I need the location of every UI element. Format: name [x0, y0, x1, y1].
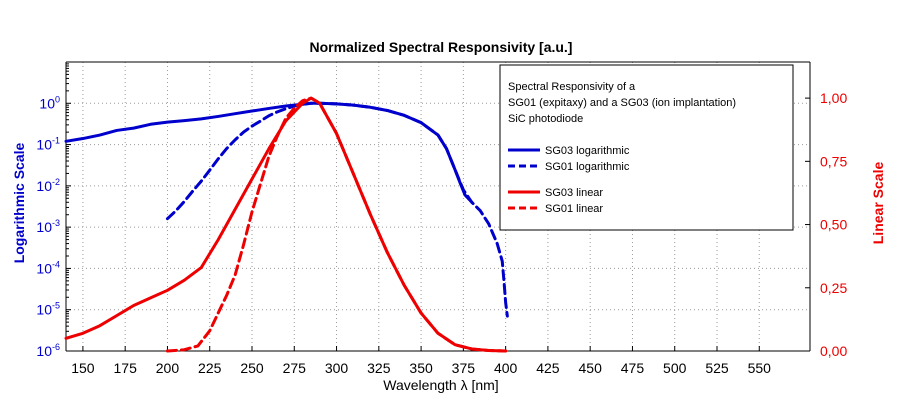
- legend-title-line-1: Spectral Responsivity of a: [508, 81, 636, 93]
- left-tick-base-10e-4: 10: [36, 260, 52, 276]
- x-tick-label-400: 400: [494, 360, 518, 376]
- x-tick-label-300: 300: [325, 360, 349, 376]
- right-tick-label-1-00: 1,00: [820, 90, 847, 106]
- legend-label-sg01-linear: SG01 linear: [545, 203, 603, 215]
- left-tick-exponent-10e-1: -1: [52, 136, 60, 146]
- legend-label-sg03-log: SG03 logarithmic: [545, 145, 630, 157]
- left-tick-base-10e-5: 10: [36, 302, 52, 318]
- x-tick-label-425: 425: [536, 360, 560, 376]
- legend-title-line-3: SiC photodiode: [508, 113, 583, 125]
- left-tick-base-10e-3: 10: [36, 219, 52, 235]
- x-ticks: 150 175 200 225 250 275 300 325 350 375 400 425 450 4…: [71, 346, 771, 376]
- left-tick-exponent-10e-5: -5: [52, 301, 60, 311]
- x-tick-label-250: 250: [240, 360, 264, 376]
- legend-box: [499, 64, 794, 231]
- left-tick-exponent-10e-2: -2: [52, 177, 60, 187]
- legend: Spectral Responsivity of a SG01 (expitax…: [499, 64, 794, 231]
- x-tick-label-350: 350: [409, 360, 433, 376]
- x-tick-label-500: 500: [663, 360, 687, 376]
- left-tick-base-10e-2: 10: [36, 178, 52, 194]
- x-tick-label-325: 325: [367, 360, 391, 376]
- data-series: [64, 96, 509, 353]
- x-tick-label-525: 525: [705, 360, 729, 376]
- chart-title: Normalized Spectral Responsivity [a.u.]: [310, 39, 573, 55]
- x-tick-label-375: 375: [452, 360, 476, 376]
- legend-label-sg03-linear: SG03 linear: [545, 187, 603, 199]
- left-tick-exponent-10e-3: -3: [52, 218, 60, 228]
- left-tick-base-10e-1: 10: [36, 137, 52, 153]
- x-tick-label-475: 475: [621, 360, 645, 376]
- x-tick-label-175: 175: [114, 360, 138, 376]
- left-tick-label-10e0: 100: [39, 94, 60, 111]
- x-tick-label-275: 275: [283, 360, 307, 376]
- left-tick-label-10e-5: 10-5: [36, 301, 60, 318]
- right-tick-label-0-00: 0,00: [820, 343, 847, 359]
- left-tick-exponent-10e-4: -4: [52, 259, 60, 269]
- right-tick-label-0-75: 0,75: [820, 153, 847, 169]
- left-tick-label-10e-6: 10-6: [36, 342, 60, 359]
- x-tick-label-550: 550: [748, 360, 772, 376]
- left-tick-label-10e-1: 10-1: [36, 136, 60, 153]
- right-tick-label-0-25: 0,25: [820, 280, 847, 296]
- x-axis-label: Wavelength λ [nm]: [383, 377, 498, 393]
- x-tick-label-225: 225: [198, 360, 222, 376]
- right-tick-label-0-50: 0,50: [820, 217, 847, 233]
- x-tick-label-450: 450: [579, 360, 603, 376]
- legend-title-line-2: SG01 (expitaxy) and a SG03 (ion implanta…: [508, 97, 736, 109]
- legend-label-sg01-log: SG01 logarithmic: [545, 161, 630, 173]
- x-tick-label-200: 200: [156, 360, 180, 376]
- left-tick-label-10e-4: 10-4: [36, 259, 60, 276]
- series-sg01-linear: [165, 96, 508, 353]
- right-y-ticks: 1,00 0,75 0,50 0,25 0,00: [805, 90, 847, 359]
- left-axis-label: Logarithmic Scale: [11, 142, 27, 263]
- left-tick-label-10e-3: 10-3: [36, 218, 60, 235]
- left-tick-base-10e0: 10: [39, 95, 55, 111]
- right-axis-label: Linear Scale: [870, 162, 886, 245]
- left-tick-exponent-10e-6: -6: [52, 342, 60, 352]
- left-tick-label-10e-2: 10-2: [36, 177, 60, 194]
- left-tick-base-10e-6: 10: [36, 343, 52, 359]
- left-tick-exponent-10e0: 0: [55, 94, 60, 104]
- x-tick-label-150: 150: [71, 360, 95, 376]
